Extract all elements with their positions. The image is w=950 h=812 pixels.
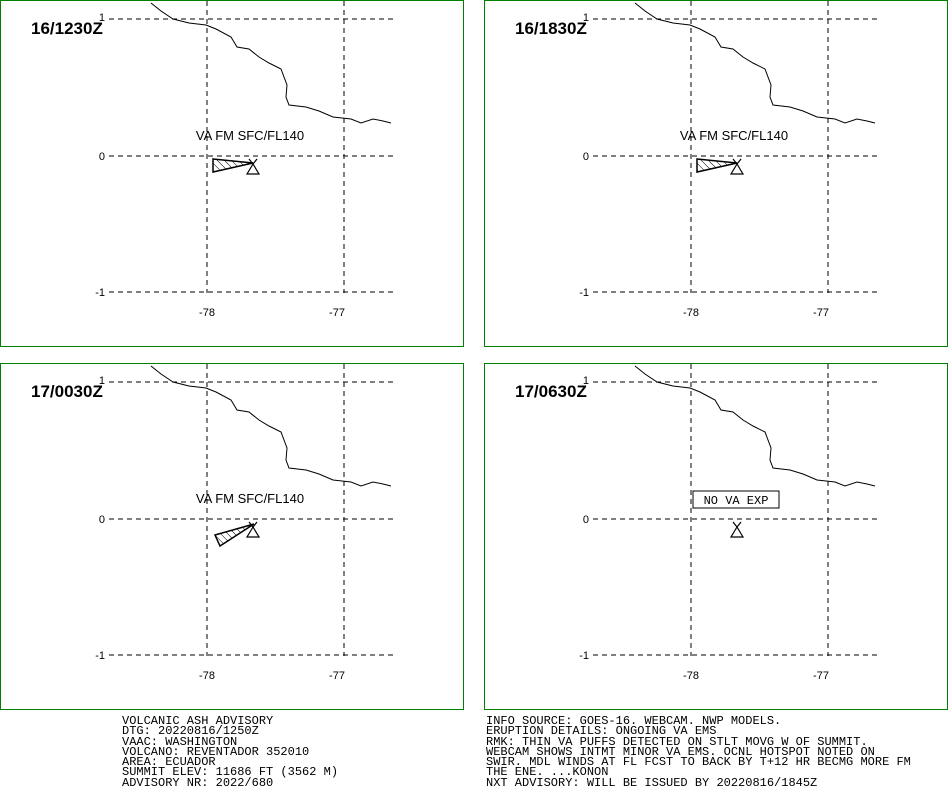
footer-line: ADVISORY NR: 2022/680 [122, 775, 274, 790]
lat-label: -1 [579, 650, 589, 662]
lat-label: 0 [583, 514, 589, 526]
lon-label: -78 [199, 670, 215, 682]
volcano-icon [729, 521, 745, 538]
lat-label: 0 [583, 151, 589, 163]
footer-line: SUMMIT ELEV: 11686 FT (3562 M) [122, 765, 339, 780]
lat-label: 0 [99, 514, 105, 526]
footer-right: INFO SOURCE: GOES-16. WEBCAM. NWP MODELS… [486, 714, 911, 790]
va-label: VA FM SFC/FL140 [196, 128, 304, 143]
valid-time-label: 17/0030Z [31, 382, 103, 401]
footer-line: VAAC: WASHINGTON [122, 734, 238, 749]
lat-label: 0 [99, 151, 105, 163]
footer-line: AREA: ECUADOR [122, 755, 216, 770]
forecast-panel-3: 1 0 -1 -78 -77 VA FM SFC/FL140 17/0030Z [0, 363, 464, 710]
lat-label: 1 [99, 12, 105, 24]
lat-label: 1 [99, 375, 105, 387]
coastline [634, 365, 876, 487]
lat-label: -1 [579, 287, 589, 299]
lon-label: -77 [329, 670, 345, 682]
va-label: VA FM SFC/FL140 [196, 491, 304, 506]
footer-line: NXT ADVISORY: WILL BE ISSUED BY 20220816… [486, 775, 818, 790]
valid-time-label: 16/1230Z [31, 19, 103, 38]
va-label: VA FM SFC/FL140 [680, 128, 788, 143]
lon-label: -77 [329, 307, 345, 319]
lat-label: 1 [583, 12, 589, 24]
lat-lon-grid [593, 364, 877, 656]
ash-plume [212, 158, 254, 173]
volcano-icon [245, 521, 261, 538]
lon-label: -77 [813, 670, 829, 682]
footer-line: ERUPTION DETAILS: ONGOING VA EMS [486, 724, 717, 739]
footer-line: THE ENE. ...KONON [486, 765, 609, 780]
ash-plume [213, 523, 255, 548]
footer-line: INFO SOURCE: GOES-16. WEBCAM. NWP MODELS… [486, 714, 782, 728]
lat-lon-grid [109, 364, 393, 656]
lat-label: -1 [95, 650, 105, 662]
footer-line: VOLCANIC ASH ADVISORY [122, 714, 274, 728]
forecast-panel-2: 1 0 -1 -78 -77 VA FM SFC/FL140 16/1830Z [484, 0, 948, 347]
footer-line: WEBCAM SHOWS INTMT MINOR VA EMS. OCNL HO… [486, 744, 875, 759]
lon-label: -78 [199, 307, 215, 319]
footer-line: RMK: THIN VA PUFFS DETECTED ON STLT MOVG… [486, 734, 868, 749]
coastline [150, 2, 392, 124]
volcano-icon [245, 158, 261, 175]
volcano-icon [729, 158, 745, 175]
map-svg: 1 0 -1 -78 -77 VA FM SFC/FL140 [95, 364, 393, 682]
lon-label: -77 [813, 307, 829, 319]
lon-label: -78 [683, 670, 699, 682]
map-svg: 1 0 -1 -78 -77 VA FM SFC/FL140 [95, 1, 393, 319]
footer-line: SWIR. MDL WINDS AT FL FCST TO BACK BY T+… [486, 755, 911, 770]
footer-line: DTG: 20220816/1250Z [122, 724, 259, 739]
footer-line: VOLCANO: REVENTADOR 352010 [122, 744, 310, 759]
coastline [150, 365, 392, 487]
lat-label: 1 [583, 375, 589, 387]
va-label: NO VA EXP [692, 490, 780, 509]
valid-time-label: 17/0630Z [515, 382, 587, 401]
ash-plume [696, 158, 738, 173]
lat-lon-grid [593, 1, 877, 293]
valid-time-label: 16/1830Z [515, 19, 587, 38]
footer-left: VOLCANIC ASH ADVISORY DTG: 20220816/1250Z… [122, 714, 339, 790]
svg-text:NO VA EXP: NO VA EXP [704, 494, 769, 508]
lat-label: -1 [95, 287, 105, 299]
map-svg: 1 0 -1 -78 -77 NO VA EXP [579, 364, 877, 682]
map-svg: 1 0 -1 -78 -77 VA FM SFC/FL140 [579, 1, 877, 319]
forecast-panel-1: 1 0 -1 -78 -77 VA FM SFC/FL140 16/1230Z [0, 0, 464, 347]
coastline [634, 2, 876, 124]
forecast-panel-4: 1 0 -1 -78 -77 NO VA EXP 17/0630Z [484, 363, 948, 710]
lon-label: -78 [683, 307, 699, 319]
lat-lon-grid [109, 1, 393, 293]
